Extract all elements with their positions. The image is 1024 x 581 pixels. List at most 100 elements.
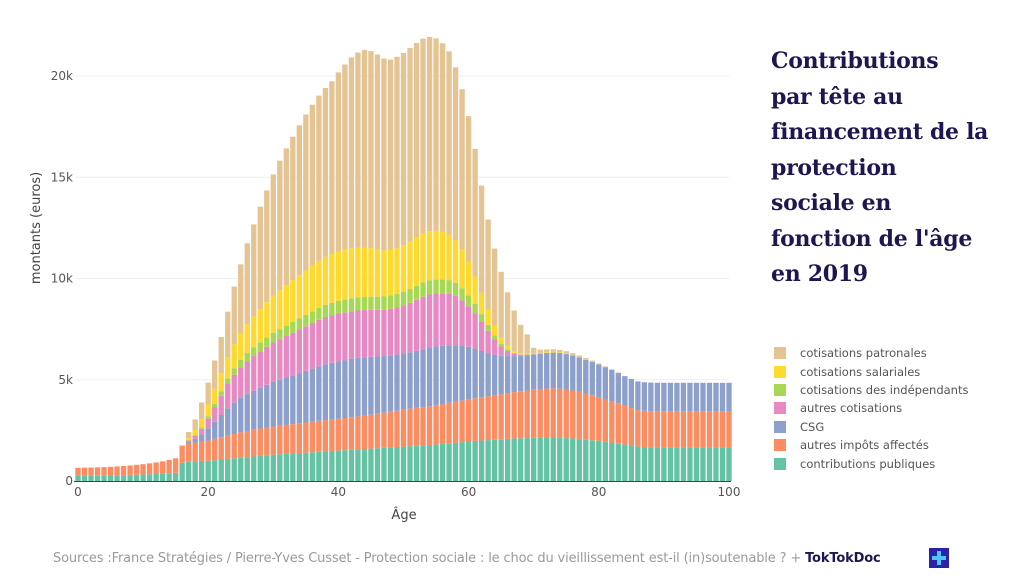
y-tick-label: 15k: [51, 170, 73, 184]
bar-segment: [192, 435, 198, 439]
bar-segment: [374, 448, 381, 481]
bar-segment: [491, 354, 498, 396]
bar-segment: [452, 282, 459, 296]
bar-segment: [726, 447, 732, 481]
bar-segment: [244, 430, 250, 458]
bar-segment: [225, 384, 231, 409]
bar-stack: [303, 114, 309, 481]
bar-segment: [400, 305, 407, 354]
bar-stack: [329, 81, 335, 481]
bar-segment: [159, 473, 166, 481]
bar-segment: [381, 309, 387, 357]
bar-segment: [107, 475, 114, 481]
bar-segment: [570, 355, 576, 391]
bar-segment: [465, 261, 472, 296]
bar-segment: [459, 249, 465, 289]
bar-segment: [420, 407, 426, 446]
bar-segment: [225, 378, 231, 384]
bar-segment: [680, 447, 687, 481]
title-line: fonction de l'âge: [771, 225, 973, 252]
bar-segment: [251, 429, 257, 457]
bar-segment: [615, 403, 621, 444]
bar-segment: [433, 279, 439, 294]
bar-segment: [446, 402, 452, 444]
bar-segment: [400, 353, 407, 410]
bar-segment: [570, 354, 576, 356]
bar-segment: [335, 300, 342, 314]
bar-segment: [407, 241, 413, 290]
bar-stack: [212, 360, 218, 481]
bar-segment: [537, 437, 543, 481]
bar-segment: [596, 440, 602, 481]
legend-item: cotisations salariales: [774, 362, 968, 380]
bar-segment: [452, 67, 459, 241]
bar-segment: [622, 444, 628, 481]
bar-segment: [322, 256, 329, 305]
bar-segment: [225, 458, 231, 481]
bar-segment: [329, 81, 335, 254]
bar-stack: [648, 382, 654, 481]
bar-segment: [186, 432, 192, 439]
bar-segment: [719, 447, 726, 481]
bar-segment: [140, 464, 146, 475]
bar-segment: [244, 353, 250, 362]
bar-segment: [544, 353, 550, 389]
bar-segment: [583, 357, 589, 360]
bar-stack: [88, 467, 94, 481]
bar-segment: [518, 354, 524, 356]
x-tick-label: 60: [461, 485, 476, 499]
bar-segment: [205, 382, 211, 405]
bar-segment: [524, 438, 530, 481]
bar-segment: [465, 441, 472, 481]
bar-segment: [355, 297, 361, 311]
bar-segment: [557, 353, 563, 389]
bar-stack: [719, 382, 726, 481]
bar-segment: [433, 405, 439, 445]
bar-stack: [635, 381, 641, 481]
bar-segment: [186, 461, 192, 481]
legend-swatch: [774, 457, 786, 470]
bar-segment: [264, 302, 270, 338]
bar-segment: [231, 434, 237, 459]
bar-segment: [433, 293, 439, 347]
bar-segment: [192, 438, 198, 443]
bar-segment: [88, 467, 94, 476]
bar-segment: [400, 409, 407, 447]
bar-segment: [199, 441, 205, 461]
title-line: en 2019: [771, 261, 868, 287]
bar-segment: [674, 411, 680, 448]
title-line: financement de la: [771, 119, 989, 145]
bar-segment: [231, 374, 237, 403]
bar-stack: [316, 95, 322, 481]
bar-stack: [491, 248, 498, 481]
bar-segment: [504, 345, 511, 350]
bar-segment: [316, 95, 322, 261]
bar-segment: [368, 356, 374, 415]
bar-segment: [511, 438, 517, 481]
bar-stack: [192, 419, 198, 481]
bar-segment: [355, 310, 361, 358]
bar-segment: [485, 219, 491, 310]
bar-segment: [264, 455, 270, 481]
bar-segment: [661, 411, 667, 448]
bar-segment: [693, 447, 700, 481]
bar-segment: [485, 324, 491, 331]
bar-segment: [472, 303, 478, 314]
bar-segment: [231, 402, 237, 435]
bar-segment: [225, 357, 231, 379]
bar-segment: [348, 311, 355, 359]
bar-segment: [212, 421, 218, 439]
bar-segment: [394, 293, 400, 308]
bar-segment: [374, 249, 381, 297]
bar-segment: [88, 475, 94, 481]
bar-segment: [361, 310, 368, 358]
bar-segment: [186, 441, 192, 444]
bar-segment: [726, 382, 732, 412]
bar-segment: [199, 402, 205, 420]
bar-segment: [251, 316, 257, 348]
bar-segment: [563, 354, 569, 390]
bar-segment: [329, 419, 335, 452]
bar-segment: [674, 447, 680, 481]
bar-segment: [394, 248, 400, 294]
bar-segment: [687, 382, 693, 412]
